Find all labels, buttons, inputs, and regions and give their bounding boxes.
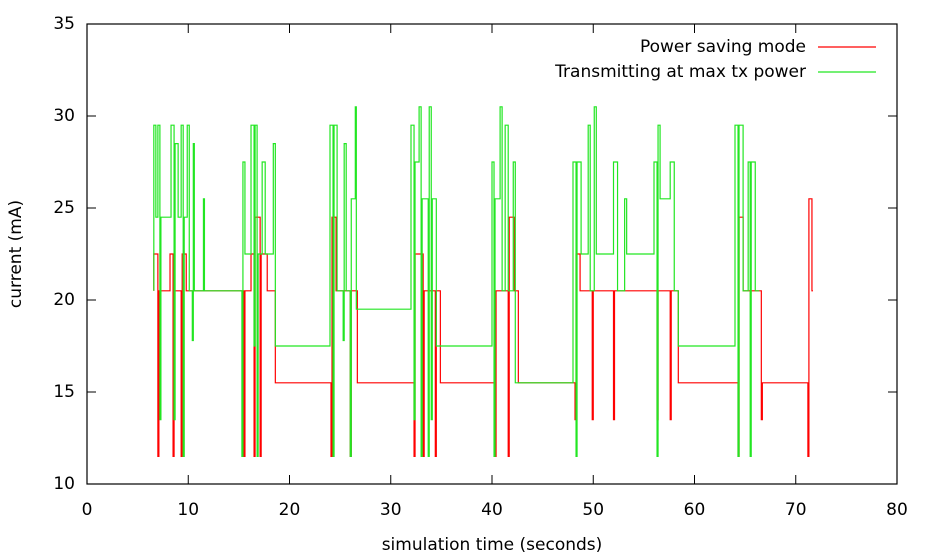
x-tick-label: 40 [481,500,503,520]
x-tick-label: 10 [177,500,199,520]
y-tick-label: 25 [53,198,75,218]
x-tick-label: 30 [380,500,402,520]
series-line [153,106,760,457]
y-tick-label: 30 [53,106,75,126]
y-tick-label: 10 [53,474,75,494]
x-tick-label: 70 [785,500,807,520]
y-tick-label: 15 [53,382,75,402]
y-axis-label: current (mA) [6,200,26,308]
x-tick-label: 50 [582,500,604,520]
x-tick-label: 20 [279,500,301,520]
x-axis-label: simulation time (seconds) [382,535,603,552]
legend-label: Power saving mode [640,37,806,57]
y-tick-label: 20 [53,290,75,310]
x-tick-label: 60 [684,500,706,520]
x-tick-label: 0 [82,500,93,520]
y-tick-label: 35 [53,14,75,34]
series-line [153,198,813,457]
x-tick-label: 80 [886,500,908,520]
legend-label: Transmitting at max tx power [554,62,806,82]
